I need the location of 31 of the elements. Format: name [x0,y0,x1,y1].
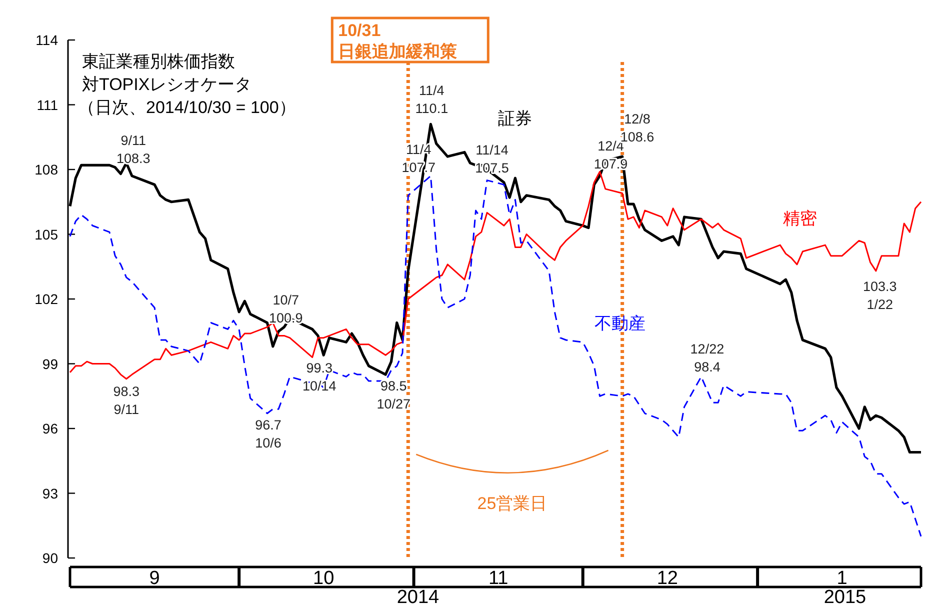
y-tick-label: 114 [36,32,58,48]
annotation: 11/4 110.1 [415,83,448,116]
y-tick-label: 96 [42,420,58,436]
annotation: 2014 [396,587,440,605]
x-tick-label: 10 [313,568,334,589]
annotation: （日次、2014/10/30 = 100） [78,98,296,117]
subtitle: 対TOPIXレシオケータ [82,75,252,94]
annotation: 2015 [824,587,866,605]
y-tick-label: 105 [34,226,58,242]
annotation: 98.5 10/27 [376,378,410,412]
annotation: 25営業日 [477,494,548,513]
annotation: 103.3 1/22 [863,278,897,312]
annotation: 99.3 10/14 [302,360,336,394]
annotation: 96.7 10/6 [255,417,282,450]
y-tick-label: 99 [42,356,58,372]
annotation: 12/22 98.4 [690,342,724,375]
x-tick-label: 9 [149,568,160,589]
x-tick-label: 1 [836,568,848,589]
y-tick-label: 93 [42,485,58,502]
annotation: 10/7 100.9 [269,292,303,326]
title: 東証業種別株価指数 [82,52,235,71]
annotation: 25営業日 [416,450,609,513]
y-tick-label: 108 [34,162,58,178]
y-tick-label: 102 [34,291,58,307]
ref-line-label: 10/31 日銀追加緩和策 [338,21,458,61]
annotation: 9/11 108.3 [116,133,150,166]
x-tick-label: 12 [656,568,678,589]
annotation: 98.3 9/11 [113,384,140,417]
x-tick-label: 11 [488,568,508,589]
y-tick-label: 111 [36,96,58,113]
y-tick-label: 90 [42,550,58,566]
